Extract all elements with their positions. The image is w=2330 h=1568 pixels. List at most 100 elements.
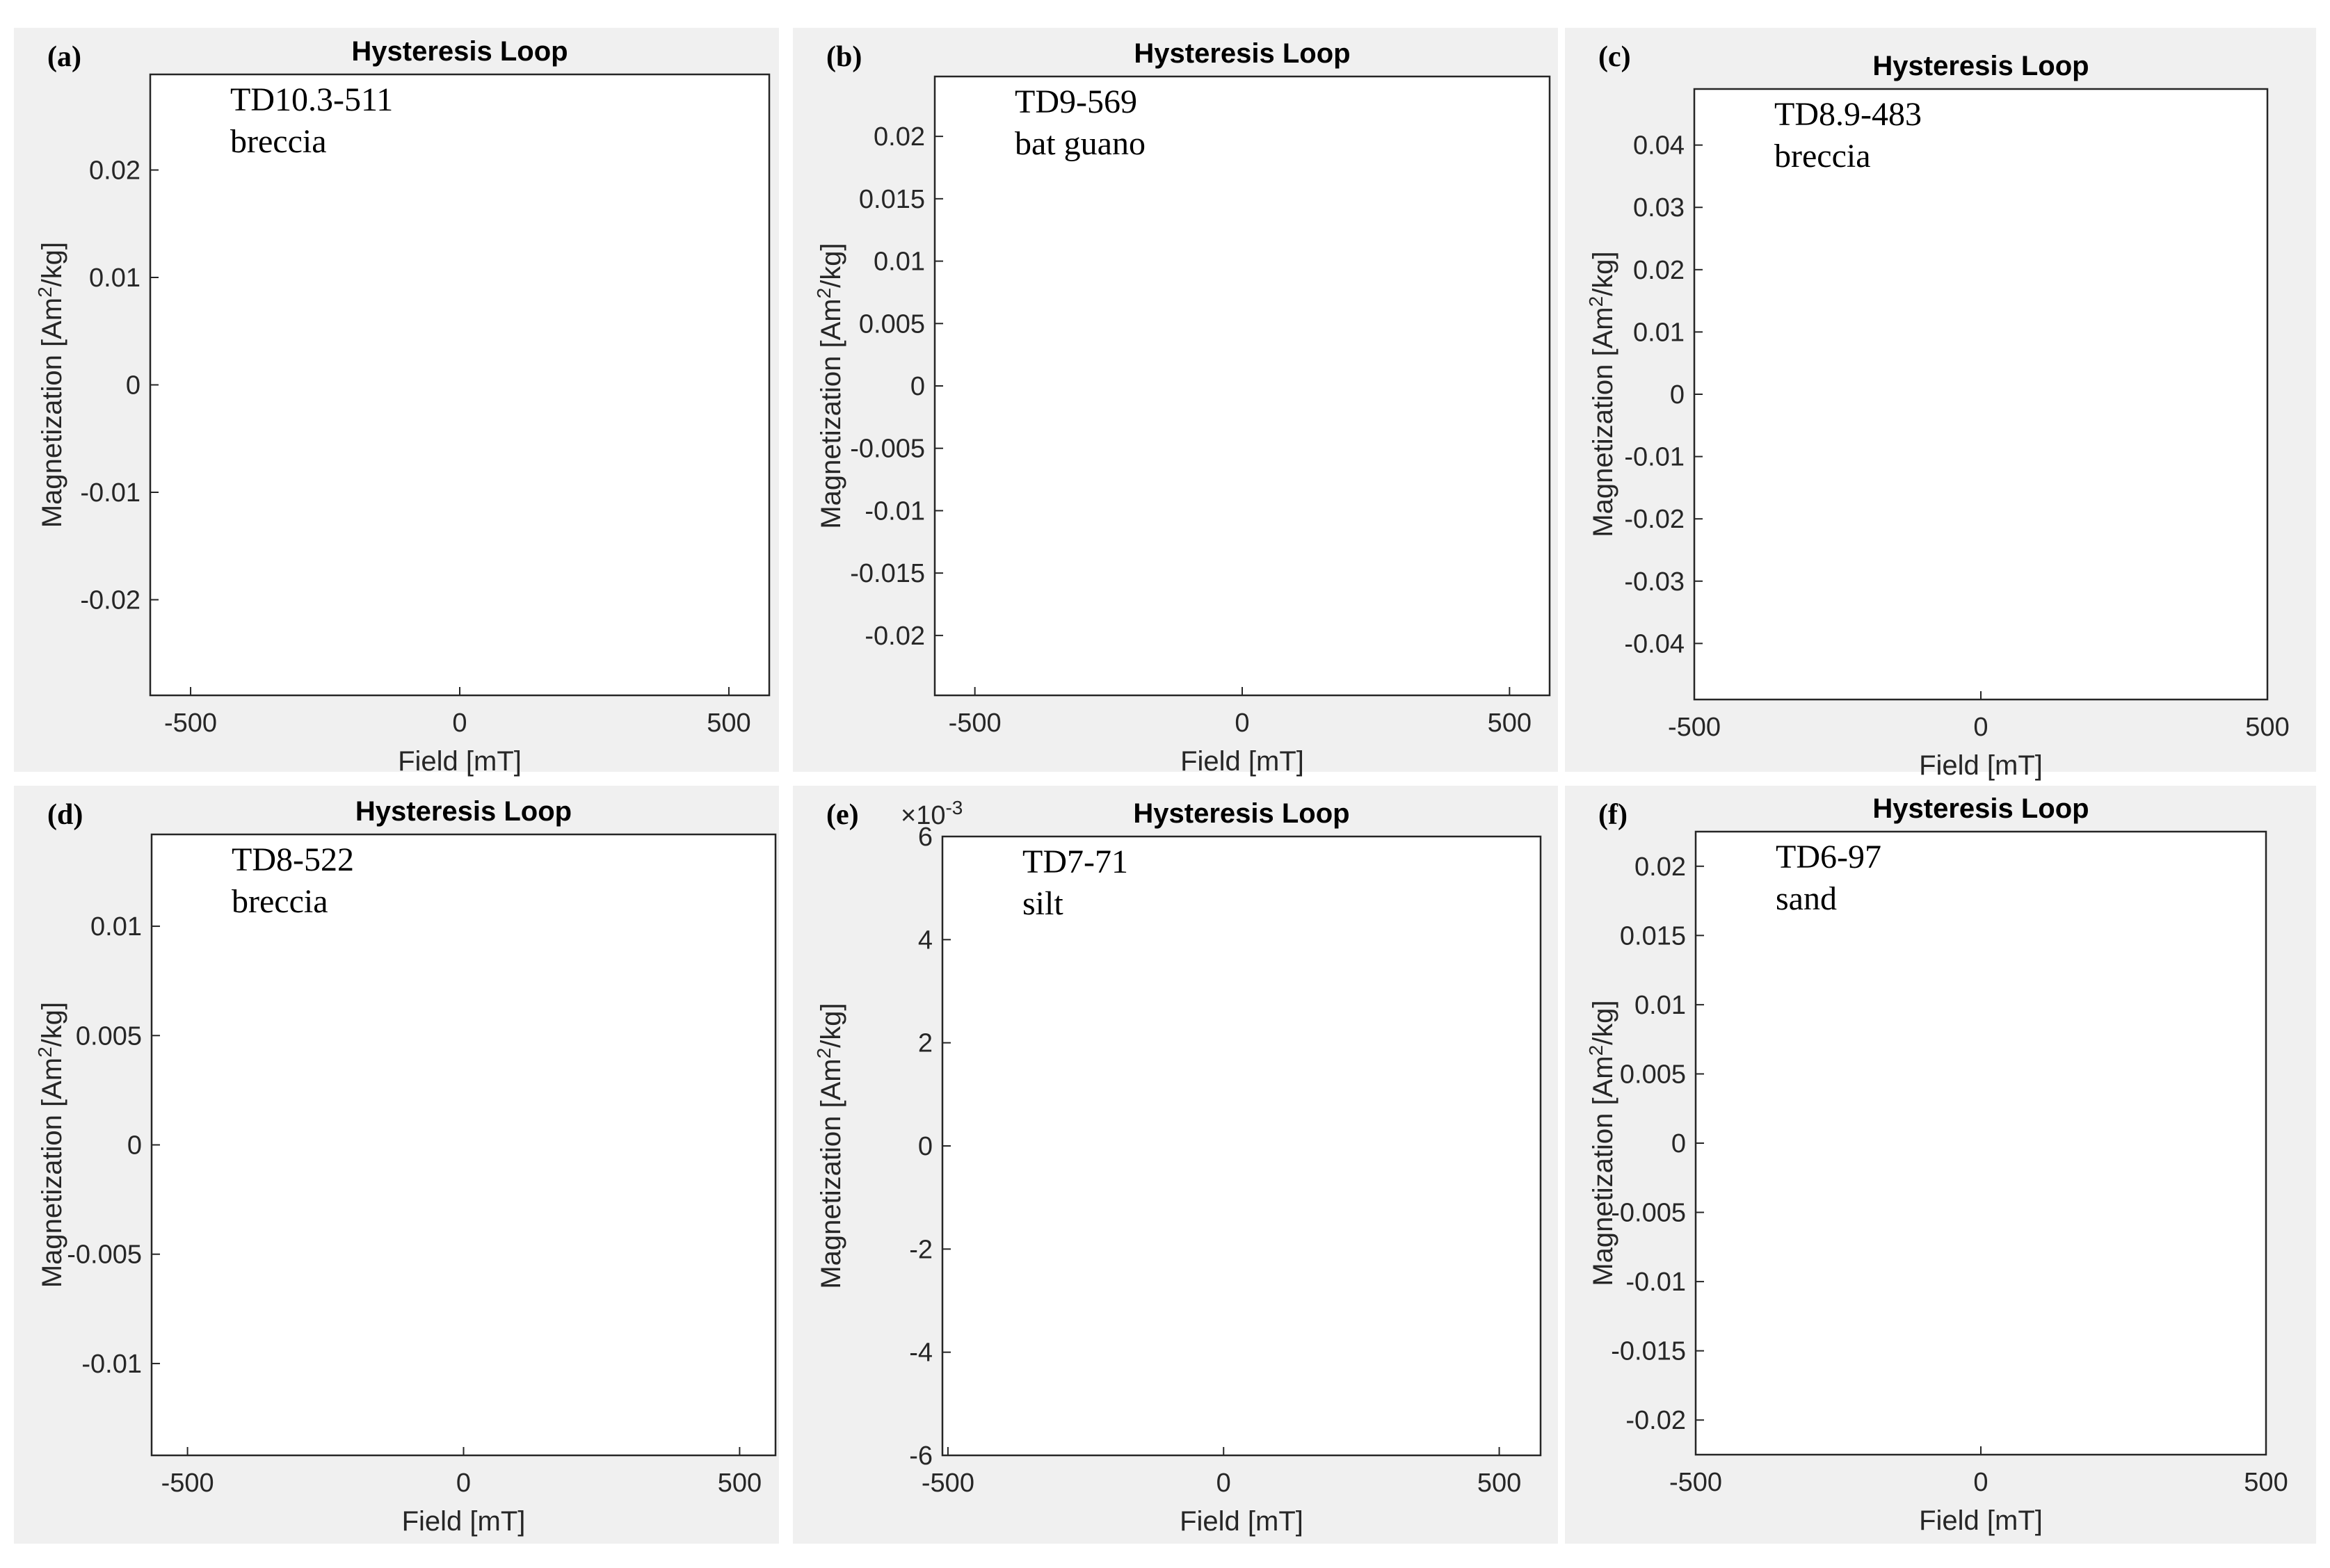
x-tick-label: 500 <box>1488 709 1532 738</box>
material-annotation: breccia <box>232 883 328 920</box>
material-annotation: breccia <box>1774 138 1871 175</box>
y-tick-label: -0.01 <box>81 1350 142 1379</box>
chart-title: Hysteresis Loop <box>1872 793 2089 824</box>
x-tick-label: 500 <box>2245 713 2289 742</box>
x-axis-label: Field [mT] <box>398 746 522 777</box>
x-tick-label: -500 <box>1668 713 1721 742</box>
chart-panel-3: -500 0 500 -0.04 -0.03 -0.02 -0.01 0 0.01 0.02 0.0… <box>1565 28 2316 781</box>
x-tick-label: 0 <box>456 1469 471 1498</box>
chart-panel-2: -500 0 500 -0.02 -0.015 -0.01 -0.005 0 0.005 0.01… <box>793 28 1558 777</box>
axes-frame <box>1693 88 2269 701</box>
panel-label: (f) <box>1598 799 1628 831</box>
material-annotation: silt <box>1022 885 1063 922</box>
material-annotation: sand <box>1776 880 1837 917</box>
x-axis-label: Field [mT] <box>1919 750 2043 781</box>
x-tick-label: -500 <box>161 1469 214 1498</box>
y-tick-label: -0.01 <box>80 478 140 508</box>
sample-id-annotation: TD10.3-511 <box>230 81 393 118</box>
y-tick-label: -0.01 <box>1624 443 1685 472</box>
axes-frame <box>941 835 1542 1457</box>
y-tick-label: 0 <box>918 1132 933 1161</box>
chart-panel-6: -500 0 500 -0.02 -0.015 -0.01 -0.005 0 0.005 0.01… <box>1565 786 2316 1544</box>
x-axis-label: Field [mT] <box>1180 746 1304 777</box>
y-tick-label: -2 <box>909 1235 933 1264</box>
x-tick-label: 500 <box>707 709 750 738</box>
x-tick-label: -500 <box>1669 1468 1722 1497</box>
sample-id-annotation: TD7-71 <box>1022 843 1128 880</box>
y-tick-label: 0.02 <box>1633 256 1685 285</box>
sample-id-annotation: TD6-97 <box>1776 839 1881 875</box>
y-tick-label: 0 <box>1671 1129 1686 1158</box>
y-tick-label: 0.02 <box>89 156 140 186</box>
chart-panel-1: -500 0 500 -0.02 -0.01 0 0.01 0.02 Hysteresis Lo… <box>14 28 779 777</box>
y-axis-label: Magnetization [Am2/kg] <box>34 242 67 528</box>
y-tick-label: 2 <box>918 1029 933 1058</box>
x-tick-label: 0 <box>1216 1469 1231 1498</box>
y-tick-label: 0.005 <box>76 1021 142 1051</box>
x-tick-label: 0 <box>1973 1468 1988 1497</box>
chart-panel-5: -500 0 500 -6 -4 -2 0 2 4 6×10-3 Hysteresis Loop (e… <box>793 786 1558 1544</box>
panel-label: (e) <box>826 799 859 831</box>
chart-panel-4: -500 0 500 -0.01 -0.005 0 0.005 0.01 Hysteresis … <box>14 786 779 1544</box>
material-annotation: breccia <box>230 123 327 160</box>
y-tick-label: 0.01 <box>1633 318 1685 347</box>
panel-label: (d) <box>47 799 83 831</box>
y-tick-label: 0.02 <box>1634 852 1686 882</box>
x-axis-label: Field [mT] <box>1180 1506 1303 1537</box>
chart-title: Hysteresis Loop <box>355 796 572 827</box>
y-tick-label: 0.04 <box>1633 131 1685 161</box>
axes-frame <box>150 833 777 1457</box>
y-tick-label: -0.02 <box>1625 1406 1686 1435</box>
x-tick-label: -500 <box>949 709 1002 738</box>
y-tick-label: -0.01 <box>865 496 925 526</box>
y-tick-label: 0 <box>1670 380 1685 410</box>
chart-title: Hysteresis Loop <box>1872 51 2089 81</box>
y-tick-label: -0.04 <box>1624 629 1685 658</box>
y-tick-label: -0.01 <box>1625 1268 1686 1297</box>
y-tick-label: 0 <box>126 371 140 401</box>
y-tick-label: 0.015 <box>859 185 925 214</box>
x-tick-label: -500 <box>164 709 217 738</box>
sample-id-annotation: TD9-569 <box>1015 83 1137 120</box>
y-tick-label: -0.02 <box>80 585 140 615</box>
y-axis-label: Magnetization [Am2/kg] <box>34 1002 67 1288</box>
chart-title: Hysteresis Loop <box>351 36 568 67</box>
y-tick-label: -0.005 <box>850 435 925 464</box>
x-tick-label: 0 <box>452 709 467 738</box>
axes-frame <box>933 75 1551 697</box>
y-tick-label: -0.005 <box>67 1240 142 1270</box>
y-axis-label: Magnetization [Am2/kg] <box>1585 1000 1618 1286</box>
y-axis-label: Magnetization [Am2/kg] <box>813 1003 846 1288</box>
y-axis-label: Magnetization [Am2/kg] <box>813 243 846 528</box>
y-tick-label: 0.03 <box>1633 193 1685 223</box>
x-tick-label: 500 <box>718 1469 762 1498</box>
material-annotation: bat guano <box>1015 125 1146 162</box>
y-tick-label: 0.01 <box>874 248 925 277</box>
axes-frame <box>149 73 771 697</box>
y-tick-label: 0.02 <box>874 122 925 152</box>
chart-title: Hysteresis Loop <box>1134 38 1350 69</box>
x-tick-label: 0 <box>1973 713 1988 742</box>
y-tick-label: 0.01 <box>89 264 140 293</box>
y-tick-label: 0.01 <box>1634 991 1686 1020</box>
y-tick-label: -6 <box>909 1441 933 1471</box>
chart-title: Hysteresis Loop <box>1133 798 1349 829</box>
axes-frame <box>1694 830 2267 1456</box>
x-tick-label: 500 <box>2244 1468 2288 1497</box>
y-tick-label: -0.015 <box>850 559 925 588</box>
y-tick-label: -0.02 <box>865 622 925 651</box>
x-tick-label: 0 <box>1235 709 1249 738</box>
x-axis-label: Field [mT] <box>402 1506 526 1537</box>
sample-id-annotation: TD8-522 <box>232 841 354 878</box>
x-tick-label: -500 <box>922 1469 974 1498</box>
y-tick-label: 0.005 <box>1620 1060 1686 1089</box>
y-tick-label: 4 <box>918 926 933 955</box>
panel-label: (a) <box>47 41 81 73</box>
sample-id-annotation: TD8.9-483 <box>1774 96 1922 133</box>
y-tick-label: -0.03 <box>1624 567 1685 597</box>
y-axis-label: Magnetization [Am2/kg] <box>1585 251 1618 537</box>
panel-label: (b) <box>826 41 862 73</box>
y-tick-label: 0.005 <box>859 309 925 339</box>
